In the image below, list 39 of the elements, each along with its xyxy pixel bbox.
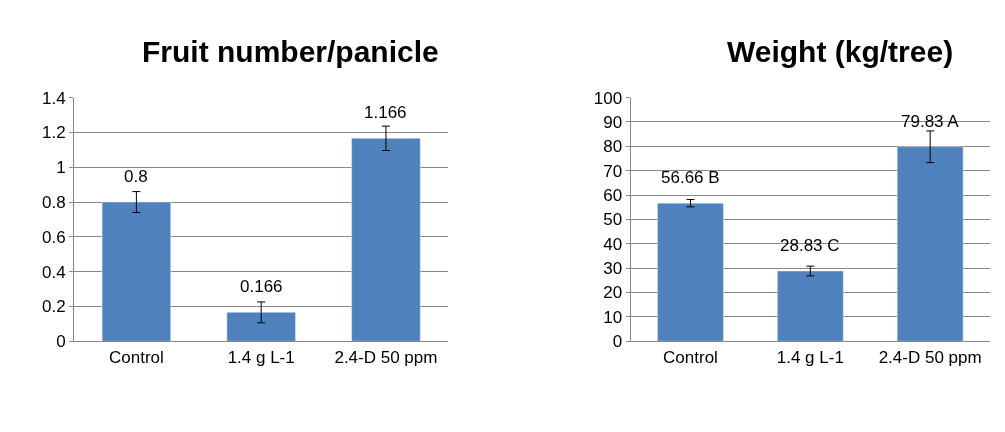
data-label: 0.8: [124, 167, 148, 186]
y-tick-label: 80: [603, 137, 623, 157]
y-tick-label: 0: [612, 332, 623, 352]
y-tick-label: 70: [603, 161, 623, 181]
y-tick-label: 20: [603, 283, 623, 303]
x-tick-label: 1.4 g L-1: [776, 347, 844, 367]
bar: [777, 270, 844, 342]
x-tick-label: Control: [109, 347, 164, 367]
y-tick-label: 30: [603, 259, 623, 279]
x-tick-label: 2.4-D 50 ppm: [878, 347, 982, 367]
y-tick-label: 0.2: [41, 297, 66, 317]
y-tick-label: 0.4: [41, 262, 66, 282]
bar: [896, 146, 964, 342]
chart-title: Fruit number/panicle: [142, 35, 439, 68]
chart-title: Weight (kg/tree): [727, 35, 954, 68]
bar: [101, 201, 171, 342]
data-label: 28.83 C: [780, 236, 840, 255]
y-tick-label: 90: [603, 112, 623, 132]
data-label: 79.83 A: [901, 112, 960, 131]
y-tick-label: 1.4: [41, 88, 66, 108]
y-tick-label: 100: [593, 88, 623, 108]
y-tick-label: 50: [603, 210, 623, 230]
x-tick-label: 2.4-D 50 ppm: [334, 347, 438, 367]
bar: [657, 202, 724, 342]
data-label: 56.66 B: [661, 168, 720, 187]
y-tick-label: 0.6: [41, 227, 66, 247]
x-tick-label: Control: [663, 347, 718, 367]
bar: [226, 312, 296, 342]
y-tick-label: 60: [603, 186, 623, 206]
bar: [351, 138, 421, 342]
data-label: 1.166: [364, 103, 407, 122]
data-label: 0.166: [240, 277, 283, 296]
y-tick-label: 10: [603, 307, 623, 327]
x-tick-label: 1.4 g L-1: [227, 347, 295, 367]
y-tick-label: 40: [603, 234, 623, 254]
y-tick-label: 1: [56, 158, 66, 178]
y-tick-label: 0.8: [41, 192, 66, 212]
y-tick-label: 0: [56, 332, 66, 352]
y-tick-label: 1.2: [41, 123, 66, 143]
